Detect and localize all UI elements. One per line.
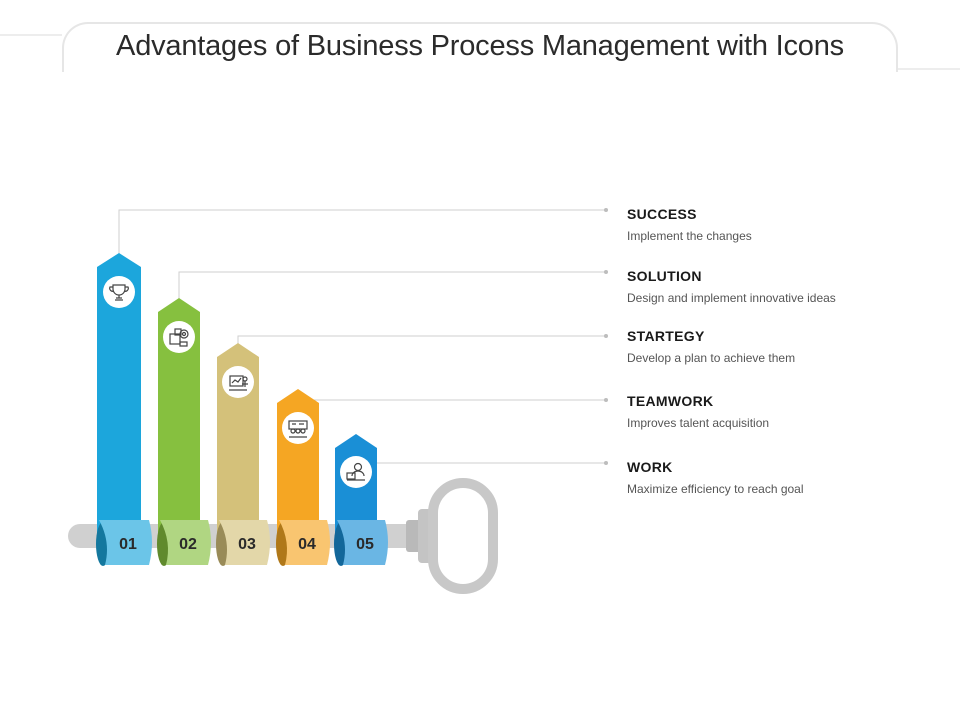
title-line-left bbox=[0, 34, 62, 36]
label-work: WORK Maximize efficiency to reach goal bbox=[627, 459, 804, 496]
key-bow bbox=[428, 478, 498, 594]
step-number: 05 bbox=[356, 536, 374, 553]
connector-line bbox=[118, 209, 605, 255]
connector-line bbox=[355, 436, 605, 464]
bar-02: 02 bbox=[157, 298, 211, 566]
label-success: SUCCESS Implement the changes bbox=[627, 206, 752, 243]
label-description: Design and implement innovative ideas bbox=[627, 291, 836, 305]
puzzle-gear-icon bbox=[169, 328, 189, 347]
trophy-icon bbox=[109, 284, 129, 301]
number-ring bbox=[337, 520, 388, 565]
step-number: 04 bbox=[298, 536, 316, 553]
label-title: SUCCESS bbox=[627, 206, 697, 222]
connector-dot bbox=[604, 461, 608, 465]
bars-group: 01 02 03 04 05 bbox=[96, 253, 388, 566]
connector-dot bbox=[604, 208, 608, 212]
label-description: Develop a plan to achieve them bbox=[627, 351, 796, 365]
title-line-right bbox=[898, 68, 960, 70]
label-description: Improves talent acquisition bbox=[627, 416, 770, 430]
number-ring bbox=[99, 520, 152, 565]
label-title: WORK bbox=[627, 459, 673, 475]
step-number: 01 bbox=[119, 536, 137, 553]
connector-dot bbox=[604, 270, 608, 274]
icon-circle bbox=[340, 456, 372, 488]
label-startegy: STARTEGY Develop a plan to achieve them bbox=[627, 328, 795, 365]
bar-column bbox=[217, 343, 259, 550]
bar-column bbox=[97, 253, 141, 550]
connector-line bbox=[237, 335, 605, 345]
strategy-board-icon bbox=[229, 375, 248, 391]
number-ring bbox=[279, 520, 330, 565]
connector-line bbox=[297, 391, 605, 401]
connector-dot bbox=[604, 398, 608, 402]
number-ring bbox=[219, 520, 270, 565]
connector-line bbox=[178, 271, 605, 300]
icon-circle bbox=[163, 321, 195, 353]
bar-04: 04 bbox=[276, 389, 330, 566]
icon-circle bbox=[282, 412, 314, 444]
bar-03: 03 bbox=[216, 343, 270, 566]
number-ring bbox=[160, 520, 211, 565]
label-solution: SOLUTION Design and implement innovative … bbox=[627, 268, 836, 305]
label-title: SOLUTION bbox=[627, 268, 702, 284]
bar-column bbox=[158, 298, 200, 550]
bar-01: 01 bbox=[96, 253, 152, 566]
label-description: Maximize efficiency to reach goal bbox=[627, 482, 804, 496]
label-title: TEAMWORK bbox=[627, 393, 714, 409]
page-title: Advantages of Business Process Managemen… bbox=[116, 30, 844, 62]
bar-05: 05 bbox=[334, 434, 388, 566]
icon-circle bbox=[103, 276, 135, 308]
connector-dot bbox=[604, 334, 608, 338]
step-number: 03 bbox=[238, 536, 256, 553]
title-frame bbox=[62, 22, 898, 72]
label-title: STARTEGY bbox=[627, 328, 705, 344]
label-teamwork: TEAMWORK Improves talent acquisition bbox=[627, 393, 769, 430]
label-description: Implement the changes bbox=[627, 229, 752, 243]
team-meeting-icon bbox=[288, 420, 308, 438]
step-number: 02 bbox=[179, 536, 197, 553]
worker-desk-icon bbox=[346, 462, 365, 481]
